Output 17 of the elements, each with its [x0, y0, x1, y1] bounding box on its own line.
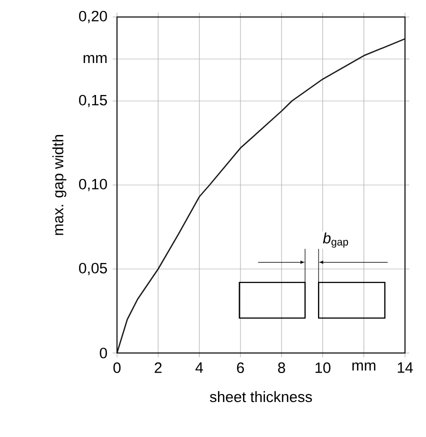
- x-axis-title: sheet thickness: [210, 391, 312, 402]
- annotation: b$_{gap}$: [322, 232, 348, 248]
- y-axis-title: max. gap width: [52, 135, 66, 235]
- y-tick-label: 0,15: [79, 94, 107, 108]
- y-tick-label: 0: [100, 348, 107, 358]
- x-tick-label: 0: [113, 362, 121, 374]
- x-tick-label: 14: [398, 362, 413, 373]
- y-tick-label: 0,05: [79, 262, 107, 276]
- x-tick-label: 10: [316, 362, 330, 374]
- x-tick-label: 6: [237, 362, 244, 374]
- y-tick-label: 0,20: [79, 10, 107, 24]
- x-tick-label: mm: [352, 362, 376, 370]
- y-tick-label: mm: [84, 54, 107, 64]
- x-tick-label: 8: [278, 362, 286, 374]
- y-tick-label: 0,10: [79, 178, 107, 192]
- x-tick-label: 4: [195, 362, 204, 373]
- x-tick-label: 2: [154, 362, 162, 373]
